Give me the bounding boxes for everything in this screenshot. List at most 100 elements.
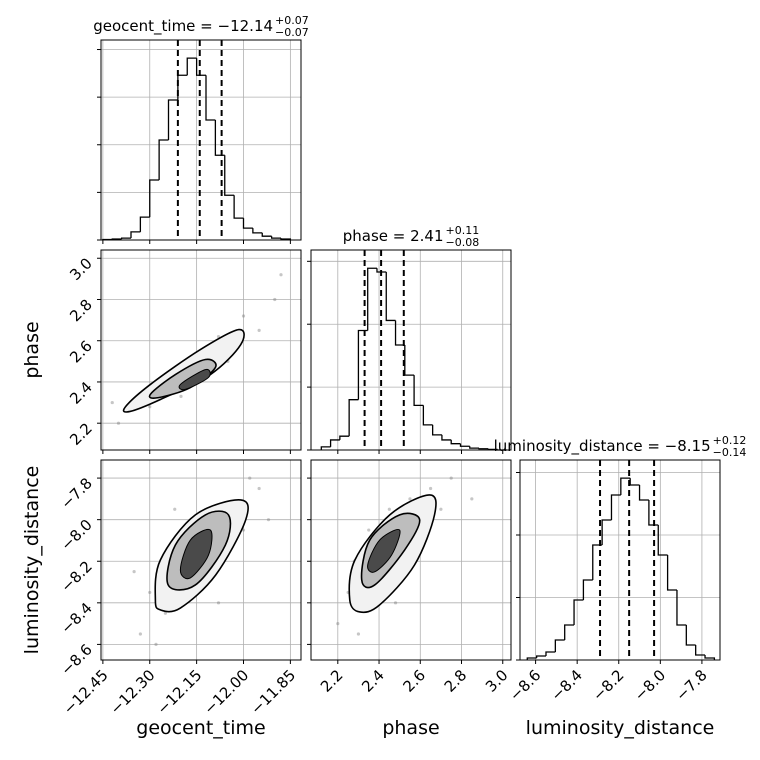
hist-step xyxy=(620,477,631,495)
contour xyxy=(179,529,213,580)
hist-step xyxy=(357,329,368,400)
sample-point xyxy=(132,570,136,574)
contour xyxy=(178,368,211,391)
sample-point xyxy=(428,486,433,491)
hist-step xyxy=(422,405,433,426)
sample-point xyxy=(439,507,443,511)
hist-step xyxy=(233,195,244,219)
sample-point xyxy=(241,314,246,318)
y-tick-label: 3.0 xyxy=(66,254,96,284)
hist-step xyxy=(130,231,141,239)
hist-step xyxy=(685,625,696,646)
sample-point xyxy=(470,497,474,501)
panel-frame xyxy=(100,39,302,241)
hist-step xyxy=(648,500,659,526)
hist-step xyxy=(666,555,677,591)
y-tick-label: −8.2 xyxy=(57,557,95,595)
hist-step xyxy=(450,439,461,445)
hist-step xyxy=(526,657,537,660)
hist-step xyxy=(545,651,556,656)
hist-step xyxy=(554,639,565,652)
sample-point xyxy=(110,400,114,405)
sample-point xyxy=(173,507,177,511)
contour xyxy=(148,358,217,399)
panel-frame xyxy=(310,249,512,451)
x-tick-label: 2.2 xyxy=(317,666,347,696)
hist-step xyxy=(205,75,216,121)
title-sup: +0.07 xyxy=(275,14,309,27)
contour xyxy=(367,529,401,573)
panel-frame xyxy=(310,459,512,661)
y-tick-label: −8.0 xyxy=(57,516,95,554)
hist-step xyxy=(478,448,489,450)
x-tick-label: −11.85 xyxy=(247,666,299,718)
x-tick-label: 2.8 xyxy=(441,666,471,696)
sample-point xyxy=(356,632,361,636)
hist-step xyxy=(404,344,415,376)
x-tick-label: −12.15 xyxy=(153,666,205,718)
hist-step xyxy=(252,228,263,234)
y-tick-label: 2.4 xyxy=(66,378,96,408)
sample-point xyxy=(393,601,398,605)
hist-step xyxy=(657,525,668,556)
sample-point xyxy=(154,642,158,647)
hist-step xyxy=(629,478,640,486)
sample-point xyxy=(163,611,167,615)
hist-step xyxy=(214,120,225,156)
hist-step xyxy=(270,236,281,239)
hist-step xyxy=(224,155,235,196)
hist-step xyxy=(167,99,178,140)
sample-point xyxy=(279,273,283,277)
sample-point xyxy=(138,632,142,636)
title-sub: −0.07 xyxy=(275,26,309,39)
y-tick-label: −7.8 xyxy=(57,474,95,512)
sample-point xyxy=(216,334,221,339)
hist-step xyxy=(638,485,649,501)
y-tick-label: 2.8 xyxy=(66,296,96,326)
x-tick-label: 2.6 xyxy=(400,666,430,696)
hist-step xyxy=(261,232,272,237)
y-tick-label: −8.4 xyxy=(57,599,95,637)
x-tick-label: −12.30 xyxy=(107,666,159,718)
sample-point xyxy=(266,518,271,522)
hist-step xyxy=(582,579,593,600)
y-tick-label: 2.6 xyxy=(66,337,96,367)
sample-point xyxy=(257,486,261,491)
title-sup: +0.11 xyxy=(446,224,480,237)
y-axis-label: phase xyxy=(21,321,43,378)
hist-step xyxy=(469,446,480,449)
hist-step xyxy=(158,139,169,180)
x-tick-label: −8.2 xyxy=(589,666,627,704)
hist-step xyxy=(704,655,716,660)
hist-step xyxy=(186,57,197,76)
hist-step xyxy=(177,74,188,100)
title-sup: +0.12 xyxy=(713,434,747,447)
sample-point xyxy=(179,394,183,398)
hist-step xyxy=(564,624,575,640)
sample-point xyxy=(216,601,221,605)
hist-step xyxy=(459,443,470,447)
hist-step xyxy=(535,655,546,658)
x-tick-label: −12.00 xyxy=(200,666,252,718)
panel-title: geocent_time = −12.14 xyxy=(93,17,273,36)
x-tick-label: −8.0 xyxy=(631,666,669,704)
y-tick-label: 2.2 xyxy=(66,419,96,449)
sample-point xyxy=(387,507,391,511)
title-sub: −0.08 xyxy=(446,236,480,249)
hist-step xyxy=(339,435,350,440)
hist-step xyxy=(329,439,340,447)
hist-step xyxy=(120,237,131,240)
panel-frame xyxy=(100,249,302,451)
hist-step xyxy=(610,494,621,520)
sample-point xyxy=(273,297,277,302)
x-tick-label: −8.4 xyxy=(548,666,586,704)
hist-step xyxy=(394,320,405,346)
x-tick-label: −7.8 xyxy=(672,666,710,704)
hist-step xyxy=(487,448,498,451)
hist-step xyxy=(431,424,442,436)
sample-point xyxy=(408,497,412,501)
hist-step xyxy=(367,267,377,331)
y-tick-label: −8.6 xyxy=(57,641,95,679)
x-axis-label: phase xyxy=(382,717,439,739)
